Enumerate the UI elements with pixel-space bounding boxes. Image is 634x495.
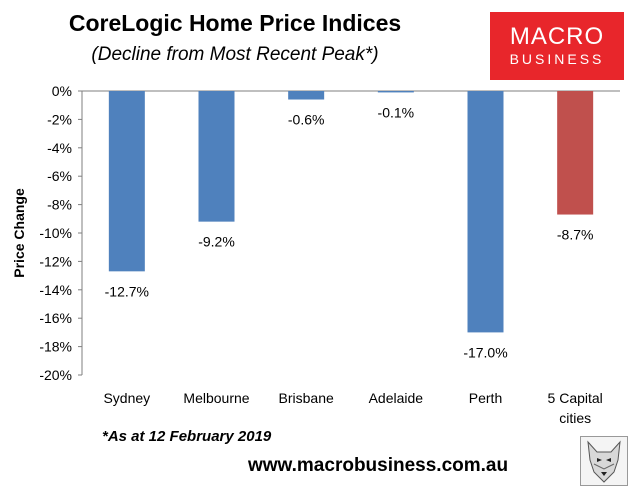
y-tick-label: -18% bbox=[39, 339, 72, 355]
bar-5-capital-cities bbox=[557, 91, 594, 215]
category-label: Adelaide bbox=[369, 390, 424, 406]
category-label: Melbourne bbox=[183, 390, 249, 406]
y-tick-label: 0% bbox=[52, 83, 72, 99]
category-label: cities bbox=[559, 410, 591, 426]
website-url[interactable]: www.macrobusiness.com.au bbox=[248, 455, 509, 476]
bar-adelaide bbox=[377, 91, 414, 93]
category-label: Perth bbox=[469, 390, 502, 406]
y-tick-label: -20% bbox=[39, 367, 72, 383]
y-tick-label: -6% bbox=[47, 168, 72, 184]
y-tick-label: -4% bbox=[47, 140, 72, 156]
chart-title: CoreLogic Home Price Indices bbox=[68, 10, 402, 36]
logo-line-2: BUSINESS bbox=[509, 51, 605, 67]
data-label: -12.7% bbox=[105, 283, 149, 299]
y-tick-label: -8% bbox=[47, 197, 72, 213]
data-label: -9.2% bbox=[198, 234, 235, 250]
y-axis-title: Price Change bbox=[11, 188, 27, 278]
bar-perth bbox=[467, 91, 504, 333]
category-label: Sydney bbox=[103, 390, 150, 406]
category-label: Brisbane bbox=[279, 390, 334, 406]
y-tick-label: -16% bbox=[39, 310, 72, 326]
y-tick-label: -10% bbox=[39, 225, 72, 241]
category-label: 5 Capital bbox=[548, 390, 603, 406]
footnote: *As at 12 February 2019 bbox=[102, 428, 272, 445]
y-tick-label: -12% bbox=[39, 253, 72, 269]
bar-melbourne bbox=[198, 91, 235, 222]
data-label: -8.7% bbox=[557, 227, 594, 243]
chart-subtitle: (Decline from Most Recent Peak*) bbox=[91, 44, 379, 65]
data-label: -0.1% bbox=[378, 104, 415, 120]
macrobusiness-logo: MACRO BUSINESS bbox=[490, 12, 624, 80]
y-tick-label: -14% bbox=[39, 282, 72, 298]
logo-line-1: MACRO bbox=[509, 23, 605, 50]
bar-brisbane bbox=[288, 91, 325, 100]
data-label: -17.0% bbox=[463, 344, 507, 360]
wolf-head-icon bbox=[580, 436, 628, 486]
data-label: -0.6% bbox=[288, 112, 325, 128]
bar-sydney bbox=[108, 91, 145, 272]
y-tick-label: -2% bbox=[47, 111, 72, 127]
